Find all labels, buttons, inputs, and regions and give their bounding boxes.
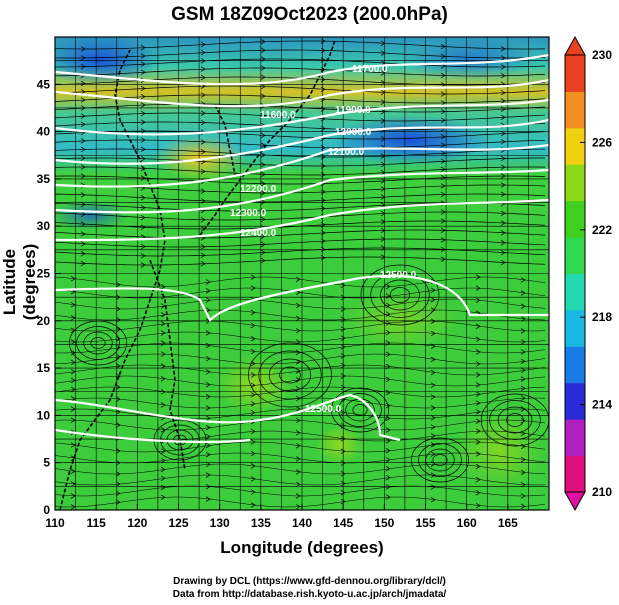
colorbar-segment bbox=[565, 346, 585, 384]
y-axis-label: Latitude (degrees) bbox=[0, 243, 39, 321]
colorbar-segment bbox=[565, 200, 585, 238]
contour-label: 12500.0 bbox=[305, 404, 342, 415]
colorbar-segment bbox=[565, 237, 585, 274]
x-tick-label: 155 bbox=[415, 516, 435, 530]
x-axis-ticks: 110 115 120 125 130 135 140 145 150 155 160 165 bbox=[45, 504, 518, 530]
x-tick-label: 140 bbox=[292, 516, 312, 530]
grid-lines bbox=[55, 37, 549, 510]
colorbar-segment bbox=[565, 55, 585, 92]
y-tick-label: 40 bbox=[37, 125, 51, 139]
colorbar-segment bbox=[565, 164, 585, 202]
y-tick-label: 5 bbox=[43, 456, 50, 470]
y-axis-ticks: 0 5 10 15 20 25 30 35 40 45 bbox=[37, 77, 61, 517]
contour-label: 12300.0 bbox=[230, 208, 267, 219]
contour-label: 12100.0 bbox=[328, 147, 365, 158]
y-tick-label: 30 bbox=[37, 219, 51, 233]
contour-label: 12200.0 bbox=[240, 184, 277, 195]
contour-label: 11900.0 bbox=[335, 105, 371, 116]
colorbar-tick-label: 218 bbox=[592, 310, 612, 324]
colorbar-segment bbox=[565, 382, 585, 420]
coastline bbox=[59, 39, 336, 510]
colorbar-segment bbox=[565, 455, 585, 493]
colorbar-segment bbox=[565, 127, 585, 165]
colorbar-segment bbox=[565, 273, 585, 311]
y-tick-label: 45 bbox=[37, 77, 51, 91]
contour-lines bbox=[55, 53, 549, 444]
credit-data: Data from http://database.rish.kyoto-u.a… bbox=[172, 589, 447, 600]
colorbar-segment bbox=[565, 419, 585, 457]
credit-drawing: Drawing by DCL (https://www.gfd-dennou.o… bbox=[173, 576, 446, 587]
contour-label: 12400.0 bbox=[240, 228, 277, 239]
x-tick-label: 120 bbox=[127, 516, 147, 530]
contour-label-group: 11700.0 11600.0 11900.0 12000.0 12100.0 … bbox=[230, 64, 417, 415]
x-tick-label: 160 bbox=[457, 516, 477, 530]
contour-label: 12500.0 bbox=[380, 270, 417, 281]
y-tick-label: 20 bbox=[37, 314, 51, 328]
x-tick-label: 135 bbox=[251, 516, 271, 530]
chart-title: GSM 18Z09Oct2023 (200.0hPa) bbox=[171, 4, 448, 25]
x-tick-label: 145 bbox=[333, 516, 353, 530]
x-tick-label: 150 bbox=[374, 516, 394, 530]
x-tick-label: 125 bbox=[168, 516, 188, 530]
colorbar-segment bbox=[565, 309, 585, 347]
contour-label: 11700.0 bbox=[352, 64, 388, 75]
colorbar-frame bbox=[564, 54, 586, 493]
y-tick-label: 35 bbox=[37, 172, 51, 186]
colorbar-top-arrow bbox=[564, 35, 586, 56]
y-tick-label: 0 bbox=[43, 503, 50, 517]
colorbar-tick-label: 226 bbox=[592, 135, 612, 149]
colorbar-tick-label: 214 bbox=[592, 398, 612, 412]
contour-label: 11600.0 bbox=[260, 110, 296, 121]
y-tick-label: 15 bbox=[37, 361, 51, 375]
colorbar-tick-label: 222 bbox=[592, 223, 612, 237]
x-tick-label: 130 bbox=[210, 516, 230, 530]
x-tick-label: 165 bbox=[498, 516, 518, 530]
colorbar: 230 226 222 218 214 210 bbox=[564, 35, 612, 512]
colorbar-bottom-arrow bbox=[564, 491, 586, 512]
y-tick-label: 25 bbox=[37, 267, 51, 281]
x-tick-label: 110 bbox=[45, 516, 65, 530]
colorbar-tick-label: 210 bbox=[592, 485, 612, 499]
contour-label: 12000.0 bbox=[335, 127, 372, 138]
y-tick-label: 10 bbox=[37, 408, 51, 422]
x-axis-label: Longitude (degrees) bbox=[220, 538, 384, 557]
colorbar-segment bbox=[565, 91, 585, 129]
colorbar-tick-label: 230 bbox=[592, 48, 612, 62]
x-tick-label: 115 bbox=[86, 516, 106, 530]
